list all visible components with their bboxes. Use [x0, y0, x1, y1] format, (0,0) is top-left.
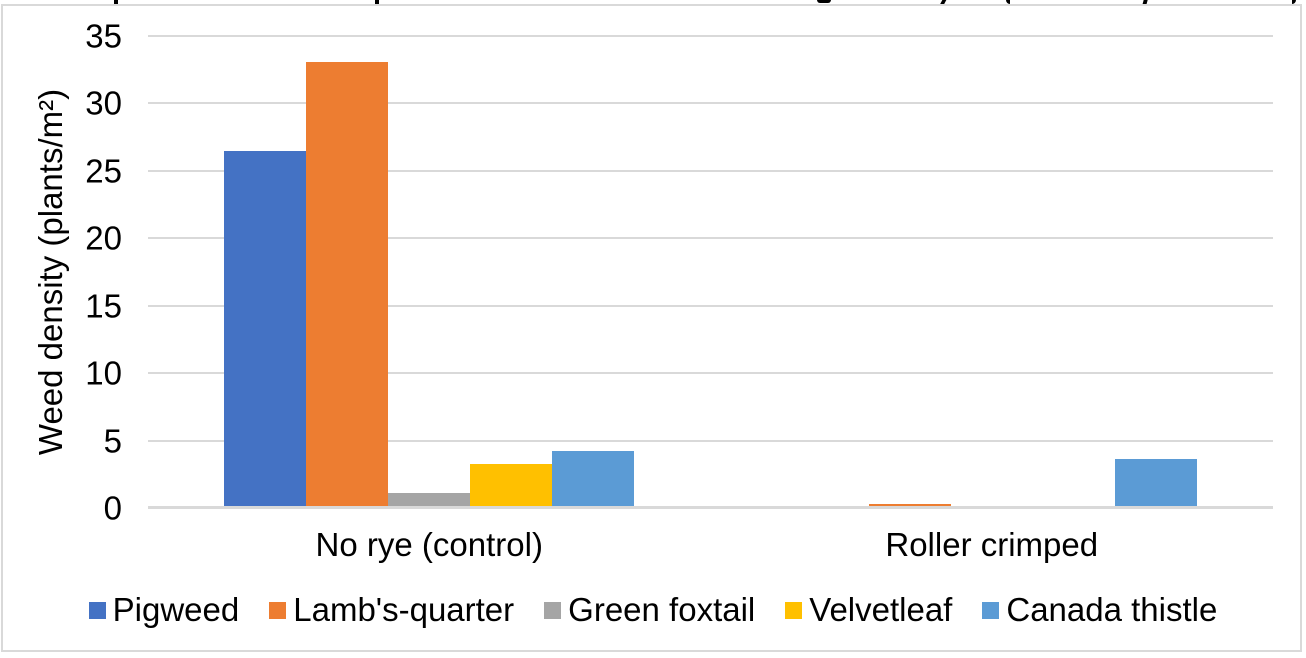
- cropped-title: [0, 0, 1306, 6]
- bar-green-foxtail-no-rye-control: [388, 492, 471, 506]
- gridline-35: [148, 35, 1273, 37]
- bar-velvetleaf-no-rye-control: [470, 464, 553, 506]
- legend-item-canada-thistle: Canada thistle: [982, 591, 1217, 629]
- cropped-title-fragment: [1006, 0, 1010, 4]
- legend-item-pigweed: Pigweed: [88, 591, 240, 629]
- y-tick-label-30: 30: [85, 84, 122, 122]
- y-tick-label-10: 10: [85, 354, 122, 392]
- legend-item-green-foxtail: Green foxtail: [544, 591, 755, 629]
- legend: Pigweed Lamb's-quarter Green foxtail Velvet…: [0, 590, 1306, 630]
- gridline-25: [148, 169, 1273, 172]
- y-tick-label-35: 35: [85, 17, 122, 55]
- cropped-title-fragment: [375, 0, 379, 4]
- y-tick-label-0: 0: [103, 489, 122, 527]
- chart-frame: [1, 4, 1302, 652]
- legend-item-lamb-s-quarter: Lamb's-quarter: [269, 591, 514, 629]
- gridline-10: [148, 372, 1273, 375]
- x-category-label-no-rye-control: No rye (control): [315, 526, 543, 563]
- gridline-20: [148, 237, 1273, 240]
- gridline-5: [148, 439, 1273, 442]
- legend-label-canada-thistle: Canada thistle: [1006, 591, 1218, 628]
- y-tick-label-5: 5: [103, 422, 122, 460]
- legend-item-velvetleaf: Velvetleaf: [785, 591, 952, 629]
- y-axis-title: Weed density (plants/m²): [32, 88, 69, 456]
- gridline-15: [148, 304, 1273, 307]
- y-tick-label-15: 15: [85, 287, 122, 325]
- legend-label-green-foxtail: Green foxtail: [568, 591, 756, 628]
- cropped-title-fragment: [817, 0, 831, 3]
- y-tick-label-20: 20: [85, 219, 122, 257]
- plot-area: [148, 35, 1273, 509]
- legend-swatch-velvetleaf: [785, 601, 803, 619]
- legend-swatch-lamb-s-quarter: [269, 601, 287, 619]
- bar-lamb-s-quarter-no-rye-control: [306, 62, 389, 506]
- x-axis-line: [148, 506, 1273, 509]
- y-tick-label-25: 25: [85, 152, 122, 190]
- legend-swatch-pigweed: [88, 601, 106, 619]
- cropped-title-fragment: [114, 0, 118, 4]
- legend-swatch-green-foxtail: [544, 601, 562, 619]
- bar-pigweed-no-rye-control: [224, 151, 307, 506]
- bar-canada-thistle-no-rye-control: [552, 450, 635, 506]
- bar-canada-thistle-roller-crimped: [1114, 458, 1197, 506]
- gridline-30: [148, 102, 1273, 105]
- cropped-title-fragment: [1292, 0, 1296, 4]
- x-category-label-roller-crimped: Roller crimped: [885, 526, 1099, 563]
- legend-label-pigweed: Pigweed: [112, 591, 240, 628]
- bar-lamb-s-quarter-roller-crimped: [868, 504, 951, 506]
- legend-label-lamb-s-quarter: Lamb's-quarter: [293, 591, 515, 628]
- legend-label-velvetleaf: Velvetleaf: [809, 591, 953, 628]
- legend-swatch-canada-thistle: [982, 601, 1000, 619]
